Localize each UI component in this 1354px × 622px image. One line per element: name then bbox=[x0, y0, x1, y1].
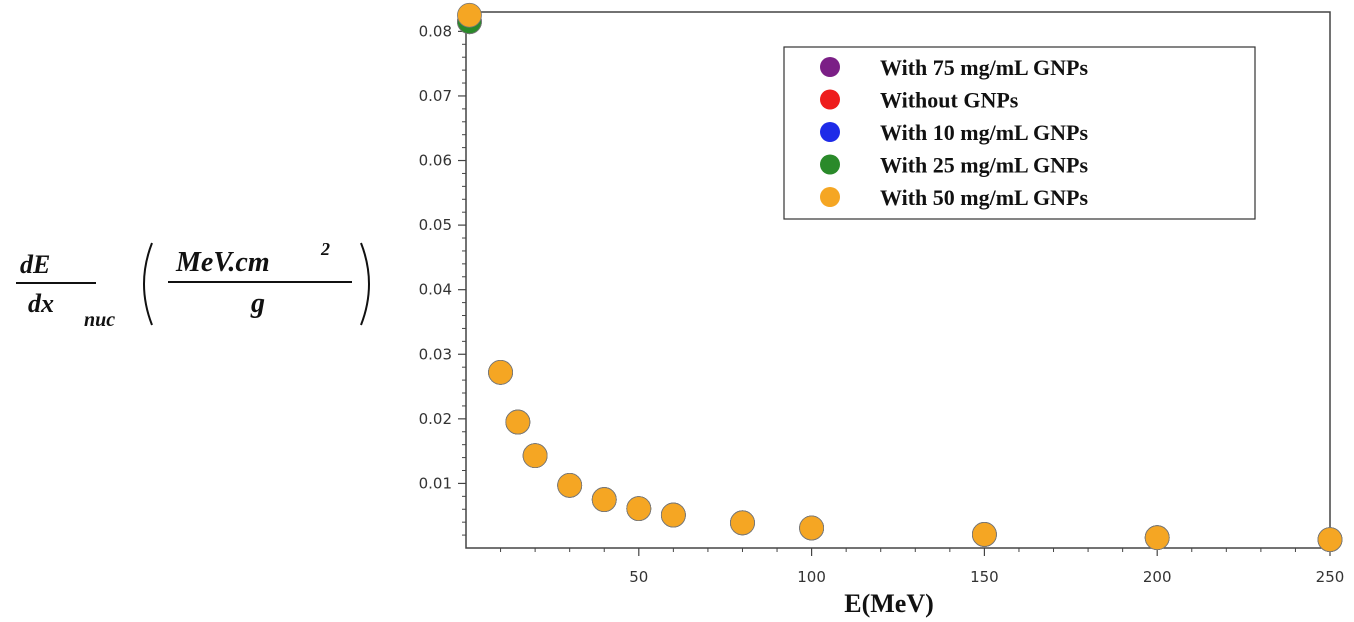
data-point bbox=[591, 487, 617, 512]
x-axis-label: E(MeV) bbox=[844, 589, 934, 618]
legend-label: With 10 mg/mL GNPs bbox=[880, 120, 1088, 145]
y-tick-label: 0.05 bbox=[419, 216, 452, 234]
data-point bbox=[799, 515, 824, 541]
data-point bbox=[730, 510, 755, 536]
data-points bbox=[457, 2, 1343, 553]
legend-label: With 25 mg/mL GNPs bbox=[880, 153, 1088, 178]
data-point bbox=[505, 409, 531, 435]
legend-marker bbox=[820, 122, 840, 142]
legend-marker bbox=[820, 187, 840, 207]
y-tick-label: 0.08 bbox=[419, 22, 452, 40]
ylabel-unit-numerator: MeV.cm bbox=[175, 247, 270, 278]
x-tick-label: 250 bbox=[1316, 568, 1345, 586]
x-tick-label: 200 bbox=[1143, 568, 1172, 586]
legend-marker bbox=[820, 89, 840, 110]
data-point bbox=[557, 472, 583, 498]
plot-frame bbox=[465, 11, 1331, 549]
plot-axes bbox=[465, 11, 1331, 549]
data-point bbox=[660, 502, 686, 528]
legend-label: With 50 mg/mL GNPs bbox=[880, 185, 1088, 210]
data-point bbox=[457, 2, 482, 28]
ylabel-denominator: dx bbox=[28, 289, 54, 318]
y-tick-label: 0.03 bbox=[419, 345, 452, 363]
ylabel-right-paren bbox=[360, 242, 370, 326]
x-tick-label: 50 bbox=[629, 568, 648, 586]
ylabel-numerator: dE bbox=[20, 250, 50, 279]
axis-ticks: 50 100 150 200 250 0.01 0.02 0.03 0.04 0.05 0.06 0.… bbox=[419, 17, 1345, 586]
ylabel-unit-exponent: 2 bbox=[320, 239, 330, 259]
data-point bbox=[522, 443, 548, 469]
legend: With 75 mg/mL GNPs Without GNPs With 10 mg… bbox=[783, 46, 1256, 220]
y-tick-label: 0.07 bbox=[419, 87, 452, 105]
ylabel-left-paren bbox=[143, 242, 153, 326]
y-tick-label: 0.04 bbox=[419, 281, 452, 299]
data-point bbox=[488, 359, 513, 385]
y-axis-label: dE dx nuc MeV.cm 2 g bbox=[16, 239, 370, 331]
legend-label: Without GNPs bbox=[880, 88, 1019, 113]
y-tick-label: 0.01 bbox=[419, 474, 452, 492]
series-with-50-mg-ml-gnps bbox=[457, 2, 1343, 553]
legend-marker bbox=[820, 154, 840, 175]
y-tick-label: 0.02 bbox=[419, 410, 452, 428]
data-point bbox=[1144, 525, 1170, 551]
data-point bbox=[1317, 527, 1343, 553]
legend-marker bbox=[820, 57, 840, 77]
x-tick-label: 100 bbox=[797, 568, 826, 586]
legend-box bbox=[783, 46, 1256, 220]
data-point bbox=[972, 522, 997, 547]
x-tick-label: 150 bbox=[970, 568, 999, 586]
data-point bbox=[626, 496, 652, 522]
legend-label: With 75 mg/mL GNPs bbox=[880, 55, 1088, 80]
ylabel-unit-denominator: g bbox=[250, 288, 265, 319]
ylabel-subscript: nuc bbox=[84, 309, 115, 331]
y-tick-label: 0.06 bbox=[419, 152, 452, 170]
